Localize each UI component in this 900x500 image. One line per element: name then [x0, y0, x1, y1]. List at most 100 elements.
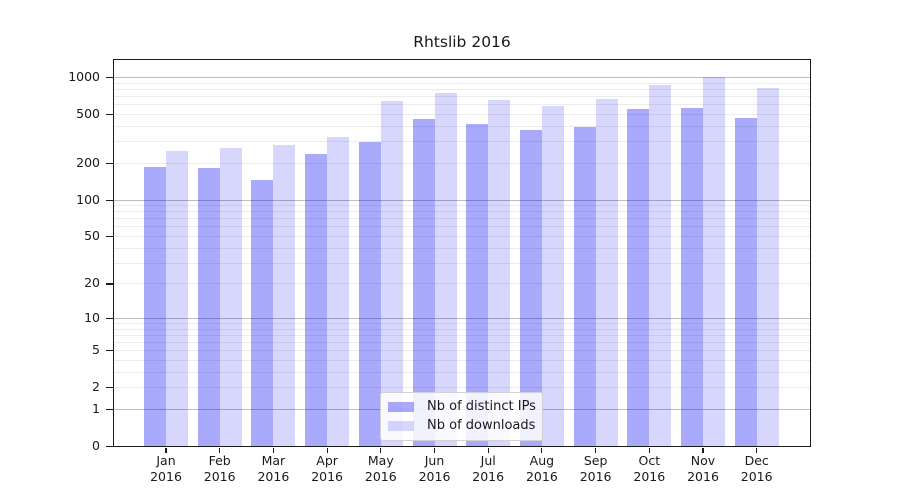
chart-title: Rhtslib 2016 — [413, 33, 511, 51]
y-tick — [106, 76, 113, 79]
y-axis-label: 50 — [84, 228, 100, 243]
y-tick — [106, 446, 113, 448]
bar-nov-distinct-ips — [681, 107, 703, 446]
x-tick — [595, 448, 597, 453]
gridline-major — [114, 76, 810, 78]
x-axis-label-aug: Aug 2016 — [525, 453, 558, 484]
bar-aug-downloads — [541, 106, 564, 446]
legend-swatch-downloads-icon — [388, 420, 414, 431]
x-axis-label-dec: Dec 2016 — [740, 453, 773, 484]
bar-jun-downloads — [434, 93, 457, 446]
bar-apr-downloads — [327, 136, 350, 446]
bar-sep-distinct-ips — [573, 126, 596, 446]
gridline-minor — [114, 342, 810, 344]
y-axis-label: 1000 — [68, 68, 100, 84]
y-axis-label: 20 — [84, 275, 100, 291]
gridline-minor — [114, 82, 810, 84]
bar-oct-downloads — [649, 85, 672, 446]
bar-jan-downloads — [166, 150, 188, 446]
y-axis-label: 500 — [76, 105, 100, 121]
gridline-minor — [114, 96, 810, 97]
bar-jul-distinct-ips — [466, 123, 489, 446]
gridline-minor — [114, 387, 810, 389]
x-tick — [165, 448, 167, 453]
x-tick — [702, 448, 704, 453]
x-axis-label-jan: Jan 2016 — [150, 453, 182, 484]
y-axis-label: 1 — [92, 401, 100, 416]
x-axis-label-mar: Mar 2016 — [257, 453, 290, 484]
x-axis-label-apr: Apr 2016 — [311, 453, 343, 484]
bar-feb-distinct-ips — [197, 168, 220, 446]
bar-nov-downloads — [703, 77, 725, 446]
legend-swatch-distinct-ips-icon — [388, 401, 414, 412]
gridline-minor — [114, 218, 810, 220]
x-axis-label-jul: Jul 2016 — [472, 453, 505, 484]
gridline-minor — [114, 113, 810, 115]
x-tick — [219, 448, 221, 453]
gridline-minor — [114, 334, 810, 336]
y-axis-label: 10 — [84, 309, 100, 325]
gridline-major — [114, 317, 810, 319]
gridline-minor — [114, 328, 810, 330]
y-axis-label: 0 — [92, 438, 100, 453]
gridline-minor — [114, 125, 810, 127]
x-tick — [541, 448, 543, 453]
x-tick — [756, 448, 758, 453]
gridline-minor — [114, 283, 810, 285]
y-tick — [106, 162, 113, 164]
legend-label-distinct-ips: Nb of distinct IPs — [427, 399, 536, 414]
gridline-major — [114, 199, 810, 201]
y-axis-label: 5 — [92, 342, 100, 358]
y-axis-label: 200 — [76, 154, 100, 170]
gridline-minor — [114, 104, 810, 106]
bar-mar-distinct-ips — [251, 179, 274, 446]
bar-dec-distinct-ips — [734, 118, 757, 446]
y-axis-label: 2 — [92, 379, 100, 395]
legend: Nb of distinct IPs Nb of downloads — [380, 392, 543, 441]
gridline-minor — [114, 360, 810, 361]
y-tick — [106, 350, 113, 352]
bar-apr-distinct-ips — [305, 153, 328, 446]
y-tick — [106, 236, 113, 238]
bar-sep-downloads — [595, 99, 618, 446]
bar-mar-downloads — [273, 145, 296, 446]
gridline-minor — [114, 141, 810, 143]
x-axis-label-feb: Feb 2016 — [203, 453, 236, 484]
plot-area: Nb of distinct IPs Nb of downloads — [113, 59, 811, 447]
bar-jul-downloads — [488, 99, 511, 446]
gridline-minor — [114, 88, 810, 90]
bar-may-distinct-ips — [358, 141, 381, 446]
legend-label-downloads: Nb of downloads — [427, 418, 536, 433]
gridline-minor — [114, 262, 810, 264]
x-tick — [272, 448, 274, 453]
gridline-minor — [114, 211, 810, 213]
y-tick — [106, 317, 113, 320]
x-tick — [648, 448, 650, 453]
bar-feb-downloads — [219, 147, 242, 446]
x-axis-label-jun: Jun 2016 — [418, 453, 451, 484]
y-tick — [106, 199, 113, 201]
bar-jun-distinct-ips — [412, 119, 435, 446]
legend-row-downloads: Nb of downloads — [388, 418, 536, 433]
y-tick — [106, 387, 113, 389]
gridline-minor — [114, 205, 810, 206]
y-axis-label: 100 — [76, 191, 100, 207]
x-axis-label-may: May 2016 — [364, 453, 397, 484]
gridline-minor — [114, 226, 810, 228]
x-axis-label-nov: Nov 2016 — [687, 453, 719, 484]
bar-aug-distinct-ips — [519, 129, 542, 446]
y-tick — [106, 283, 113, 285]
x-axis-label-sep: Sep 2016 — [579, 453, 612, 484]
bar-jan-distinct-ips — [144, 166, 166, 446]
gridline-minor — [114, 323, 810, 324]
y-tick — [106, 409, 113, 411]
bar-may-downloads — [380, 100, 403, 446]
x-tick — [433, 448, 436, 453]
gridline-minor — [114, 371, 810, 373]
x-axis-label-oct: Oct 2016 — [633, 453, 666, 484]
legend-row-distinct-ips: Nb of distinct IPs — [388, 399, 536, 414]
x-tick — [326, 448, 328, 453]
gridline-minor — [114, 247, 810, 249]
gridline-minor — [114, 350, 810, 352]
x-tick — [487, 448, 489, 453]
